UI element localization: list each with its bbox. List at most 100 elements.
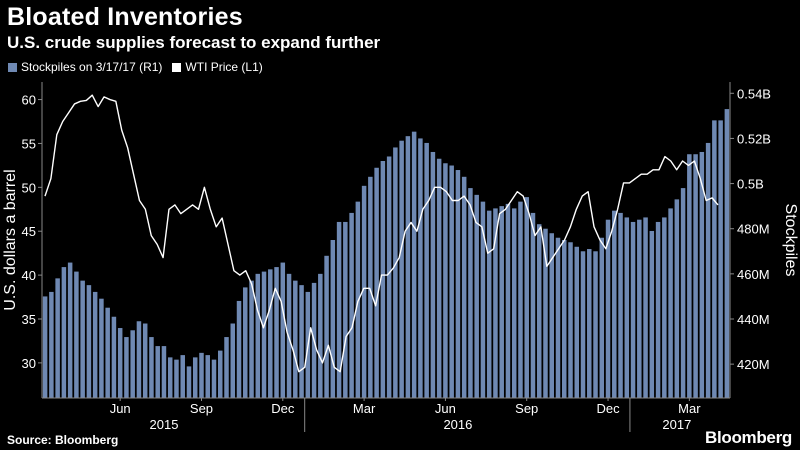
stockpile-bar	[680, 188, 686, 398]
stockpile-bar	[80, 280, 85, 398]
stockpile-bar	[380, 161, 386, 398]
stockpile-bar	[149, 337, 154, 398]
stockpile-bar	[55, 278, 60, 398]
stockpile-bar	[474, 194, 479, 398]
stockpile-bar	[336, 221, 342, 398]
stockpile-bar	[518, 201, 523, 398]
stockpile-bar	[712, 120, 717, 399]
stockpile-bar	[261, 271, 267, 398]
stockpile-bar	[74, 271, 79, 398]
stockpile-bar	[599, 237, 605, 398]
x-tick-label: Mar	[678, 401, 701, 416]
source-note: Source: Bloomberg	[7, 433, 119, 447]
stockpile-bar	[343, 221, 348, 398]
stockpile-bar	[280, 262, 286, 398]
stockpile-bar	[568, 242, 573, 398]
stockpile-bar	[718, 120, 723, 399]
stockpile-bar	[630, 221, 636, 398]
stockpile-bar	[612, 210, 617, 398]
stockpile-bar	[224, 337, 229, 398]
x-year-label: 2015	[150, 417, 179, 432]
stockpile-bar	[117, 328, 123, 398]
stockpile-bar	[580, 251, 586, 398]
right-axis-ticks: 420M 440M 460M 480M 0.5B 0.52B 0.54B	[730, 86, 771, 372]
stockpile-bar	[211, 359, 217, 398]
stockpile-bar	[49, 291, 54, 398]
stockpile-bar	[468, 188, 473, 398]
right-tick-label: 0.52B	[737, 131, 771, 146]
stockpile-bar	[293, 280, 298, 398]
stockpile-bar	[299, 285, 304, 398]
stockpile-bar	[355, 201, 361, 398]
stockpile-bar	[368, 176, 373, 398]
stockpile-bar	[86, 285, 92, 398]
stockpile-bar	[480, 201, 486, 398]
stockpile-bar	[424, 142, 429, 398]
x-axis-ticks: Jun Sep Dec Mar Jun Sep Dec Mar 2015 2016 2017	[110, 398, 701, 432]
right-tick-label: 0.5B	[737, 177, 764, 192]
right-axis-label: Stockpiles	[782, 204, 799, 277]
stockpile-bar	[624, 217, 630, 398]
left-tick-label: 50	[22, 180, 36, 195]
stockpile-bar	[218, 350, 223, 398]
stockpile-bar	[330, 240, 336, 398]
stockpile-bar	[136, 321, 142, 398]
stockpile-bar	[455, 170, 461, 398]
stockpile-bar	[399, 140, 404, 398]
stockpile-bar	[286, 273, 292, 398]
stockpile-bar	[155, 346, 160, 398]
stockpile-bar	[549, 233, 554, 398]
stockpile-bar	[142, 323, 148, 398]
right-tick-label: 440M	[737, 312, 770, 327]
right-tick-label: 460M	[737, 267, 770, 282]
stockpile-bar	[124, 337, 129, 398]
legend: Stockpiles on 3/17/17 (R1) WTI Price (L1…	[8, 60, 263, 74]
stockpile-bar	[605, 219, 611, 398]
x-tick-label: Dec	[596, 401, 620, 416]
stockpile-bar	[493, 208, 498, 398]
stockpile-bar	[205, 355, 210, 398]
stockpile-bar	[411, 131, 417, 398]
legend-label-wti: WTI Price (L1)	[185, 60, 263, 74]
stockpile-bar	[243, 287, 248, 398]
stockpile-bar	[643, 217, 648, 398]
stockpile-bar	[443, 163, 448, 398]
stockpile-bar	[593, 251, 598, 398]
stockpile-bar	[530, 212, 536, 398]
stockpile-bar	[430, 151, 436, 398]
stockpile-bar	[111, 316, 117, 398]
stockpile-bar	[255, 273, 261, 398]
x-tick-label: Mar	[353, 401, 376, 416]
stockpile-bar	[274, 267, 279, 398]
stockpile-bar	[99, 298, 104, 398]
stockpile-bar	[436, 158, 442, 398]
stockpile-bar	[637, 219, 642, 398]
x-tick-label: Sep	[190, 401, 213, 416]
stockpile-bar	[693, 154, 698, 398]
stockpile-bar	[249, 280, 254, 398]
left-tick-label: 30	[22, 356, 36, 371]
stockpile-bar	[393, 147, 398, 398]
right-tick-label: 0.54B	[737, 86, 771, 101]
stockpile-bar	[724, 109, 730, 398]
stockpile-bar	[42, 296, 48, 398]
stockpile-bar	[655, 221, 661, 398]
legend-swatch-stockpiles	[8, 62, 17, 72]
stockpile-bar	[236, 300, 242, 398]
stockpile-bar	[186, 366, 192, 398]
stockpile-bar	[192, 357, 198, 398]
stockpile-bar	[524, 197, 529, 398]
left-axis-label: U.S. dollars a barrel	[2, 169, 19, 310]
stockpile-bar	[349, 212, 354, 398]
stockpile-bar	[268, 269, 273, 398]
stockpile-bar	[386, 156, 392, 398]
legend-swatch-wti	[172, 62, 182, 72]
stockpile-bar	[361, 185, 367, 398]
stockpile-bar	[61, 267, 67, 398]
chart-title: Bloated Inventories	[7, 3, 243, 31]
x-year-label: 2016	[443, 417, 472, 432]
stockpile-bar	[318, 273, 323, 398]
stockpile-bar	[105, 307, 110, 398]
stockpile-bar	[374, 167, 379, 398]
stockpile-bar	[461, 176, 467, 398]
